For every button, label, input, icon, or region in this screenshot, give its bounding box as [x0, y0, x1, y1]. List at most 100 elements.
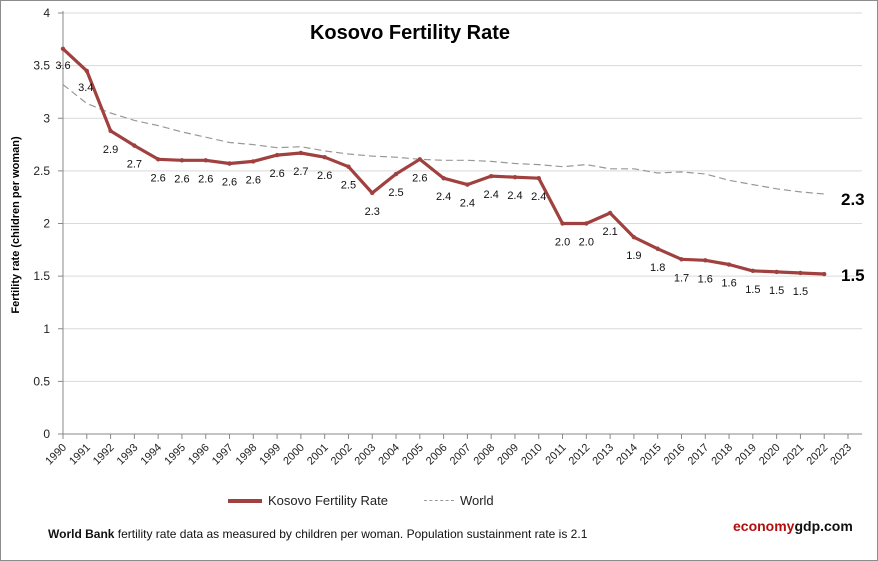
x-tick-label: 2018	[709, 442, 735, 468]
y-tick-label: 0.5	[33, 374, 50, 388]
kosovo-data-label: 2.6	[412, 172, 427, 184]
x-tick-label: 2009	[495, 442, 521, 468]
kosovo-data-label: 2.7	[127, 159, 142, 171]
kosovo-point	[179, 158, 185, 163]
x-tick-label: 1993	[115, 442, 141, 468]
x-tick-label: 2001	[305, 442, 331, 468]
brand-part1: economy	[733, 518, 795, 534]
kosovo-data-label: 3.4	[78, 82, 93, 94]
y-tick-label: 2.5	[33, 164, 50, 178]
kosovo-data-label: 1.5	[745, 284, 760, 296]
x-tick-label: 2012	[567, 442, 593, 468]
chart-title: Kosovo Fertility Rate	[310, 22, 510, 44]
x-tick-label: 2003	[353, 442, 379, 468]
x-tick-label: 2021	[781, 442, 807, 468]
kosovo-point	[703, 258, 708, 263]
y-tick-label: 0	[43, 427, 50, 441]
kosovo-point	[274, 152, 280, 158]
data-labels: 3.6 3.4 2.9 2.7 2.6 2.6 2.6 2.6 2.6 2.6 2.7 2.6 2.5 2…	[55, 60, 808, 298]
x-tick-label: 2005	[400, 442, 426, 468]
x-tick-label: 2000	[281, 442, 307, 468]
x-tick-label: 1990	[43, 442, 69, 468]
x-tick-label: 1998	[234, 442, 260, 468]
y-tick-label: 1	[43, 322, 50, 336]
kosovo-point	[108, 128, 113, 134]
x-tick-label: 1992	[91, 442, 117, 468]
kosovo-point	[798, 270, 803, 276]
x-tick-label: 2002	[329, 442, 355, 468]
kosovo-point	[750, 268, 756, 274]
legend: Kosovo Fertility Rate World	[228, 493, 494, 508]
kosovo-point	[370, 190, 375, 196]
kosovo-point	[560, 221, 565, 226]
world-series	[62, 84, 825, 195]
y-tick-label: 4	[43, 6, 50, 20]
world-line	[62, 84, 825, 195]
brand-logo: economygdp.com	[733, 518, 853, 534]
x-tick-label: 1999	[257, 442, 283, 468]
kosovo-data-label: 2.4	[460, 198, 475, 210]
x-tick-label: 1997	[210, 442, 236, 468]
kosovo-data-label: 3.6	[55, 60, 70, 72]
kosovo-data-label: 2.7	[293, 166, 308, 178]
kosovo-point	[393, 171, 399, 177]
kosovo-data-label: 2.6	[269, 168, 284, 180]
x-tick-label: 2023	[828, 442, 854, 468]
brand-part2: gdp.com	[794, 518, 853, 534]
kosovo-point	[584, 221, 589, 226]
y-axis-label: Fertility rate (children per woman)	[10, 136, 22, 314]
kosovo-point	[441, 176, 446, 181]
kosovo-point	[155, 157, 161, 162]
kosovo-data-label: 2.6	[198, 173, 213, 185]
kosovo-data-label: 2.3	[365, 206, 380, 218]
gridlines	[63, 12, 862, 382]
kosovo-data-label: 2.1	[602, 226, 617, 238]
kosovo-point	[417, 157, 423, 162]
kosovo-data-label: 1.6	[721, 278, 736, 290]
kosovo-data-label: 2.4	[507, 190, 522, 202]
kosovo-end-label: 1.5	[841, 266, 865, 285]
x-tick-label: 1991	[67, 442, 93, 468]
y-tick-label: 2	[43, 217, 50, 231]
kosovo-point	[679, 257, 684, 262]
kosovo-point	[536, 176, 541, 181]
kosovo-data-label: 2.6	[174, 173, 189, 185]
kosovo-point	[631, 234, 637, 240]
kosovo-point	[488, 173, 494, 179]
kosovo-point	[774, 269, 779, 275]
x-tick-label: 1995	[162, 442, 188, 468]
axes	[58, 11, 862, 439]
kosovo-data-label: 2.5	[388, 187, 403, 199]
x-tick-labels: 1990199119921993199419951996199719981999…	[43, 442, 854, 468]
kosovo-data-label: 2.0	[579, 237, 594, 249]
x-tick-label: 2011	[543, 442, 568, 467]
kosovo-data-label: 2.9	[103, 144, 118, 156]
kosovo-data-label: 2.6	[151, 172, 166, 184]
kosovo-point	[655, 246, 660, 251]
legend-world-label: World	[459, 493, 494, 508]
kosovo-data-label: 1.7	[674, 272, 689, 284]
kosovo-data-label: 2.6	[222, 177, 237, 189]
kosovo-data-label: 2.6	[246, 174, 261, 186]
x-tick-label: 2016	[662, 442, 688, 468]
legend-kosovo-swatch	[228, 498, 262, 503]
x-tick-label: 2010	[519, 442, 545, 468]
kosovo-data-label: 1.5	[793, 286, 808, 298]
kosovo-data-label: 1.8	[650, 262, 665, 274]
kosovo-data-label: 2.4	[436, 191, 451, 203]
x-tick-label: 1996	[186, 442, 212, 468]
x-tick-label: 2014	[614, 442, 640, 468]
x-tick-label: 2015	[638, 442, 664, 468]
x-tick-label: 1994	[138, 442, 164, 468]
kosovo-point	[60, 46, 66, 51]
kosovo-point	[726, 262, 732, 267]
kosovo-data-label: 2.4	[531, 191, 546, 203]
kosovo-line	[61, 47, 825, 276]
x-tick-label: 2019	[733, 442, 759, 468]
y-tick-label: 3	[43, 111, 50, 125]
y-tick-labels: 0 0.5 1 1.5 2 2.5 3 3.5 4	[33, 6, 50, 441]
x-tick-label: 2017	[686, 442, 712, 468]
kosovo-data-label: 1.9	[626, 250, 641, 262]
